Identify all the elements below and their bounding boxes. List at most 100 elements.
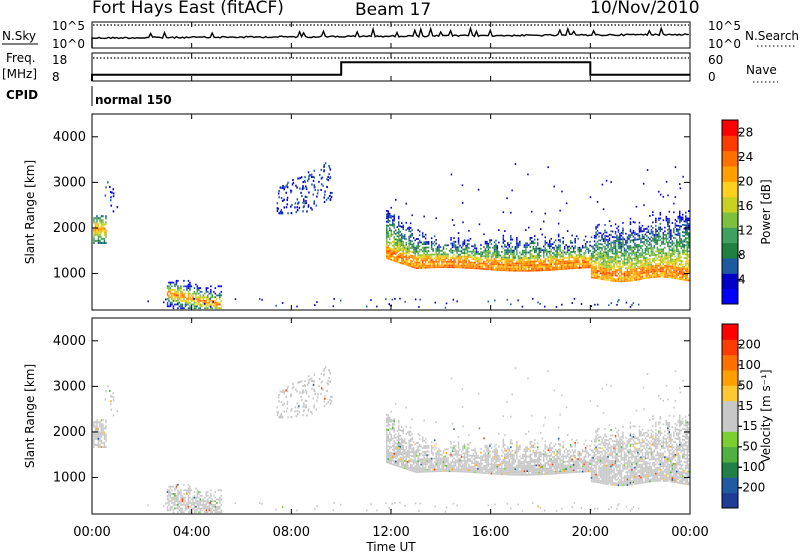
power-cell <box>304 202 306 205</box>
power-cell <box>448 266 451 269</box>
power-cell <box>412 262 415 265</box>
power-cell <box>537 256 539 259</box>
power-cell <box>661 228 663 231</box>
velocity-cell <box>202 500 205 503</box>
power-cell <box>219 303 221 306</box>
power-cell <box>676 272 678 274</box>
power-cell <box>513 249 515 252</box>
velocity-cell <box>177 494 179 497</box>
power-cell <box>376 305 378 308</box>
power-cell <box>679 210 681 213</box>
velocity-cell <box>387 436 389 439</box>
power-cell <box>638 267 641 270</box>
velocity-cell <box>426 468 428 471</box>
velocity-cell <box>204 505 206 508</box>
power-cell <box>445 257 448 259</box>
power-cell <box>172 292 175 295</box>
velocity-cell <box>420 471 422 473</box>
power-cell <box>676 239 678 242</box>
power-cell <box>682 244 684 246</box>
power-cell <box>613 263 615 266</box>
velocity-cell <box>386 454 388 456</box>
velocity-cell <box>307 381 310 384</box>
power-cell <box>572 267 575 270</box>
power-cell <box>396 257 398 259</box>
power-cell <box>620 249 623 252</box>
power-cell <box>593 251 596 254</box>
power-cell <box>97 233 100 236</box>
power-cell <box>629 241 632 244</box>
power-cell <box>587 261 590 263</box>
power-cell <box>205 301 208 304</box>
power-cell <box>102 225 104 228</box>
power-cell <box>445 302 448 305</box>
power-cell <box>528 244 530 247</box>
velocity-cell <box>177 493 179 495</box>
power-cell <box>544 267 546 270</box>
power-cell <box>417 259 419 262</box>
velocity-cell <box>402 445 404 447</box>
velocity-cell <box>311 412 313 415</box>
power-cell <box>178 296 181 299</box>
power-cell <box>447 255 449 258</box>
power-cell <box>166 301 169 304</box>
power-cell <box>392 222 394 225</box>
velocity-cell <box>386 419 388 422</box>
power-cell <box>607 257 609 260</box>
power-cell <box>103 229 106 232</box>
velocity-cell <box>391 502 394 505</box>
velocity-cell <box>398 465 400 468</box>
power-cell <box>680 269 682 271</box>
power-cell <box>418 230 421 233</box>
power-cell <box>447 259 449 261</box>
power-cell <box>668 218 671 220</box>
power-cell <box>682 234 684 237</box>
velocity-cell <box>387 425 389 428</box>
power-cell <box>498 263 500 266</box>
velocity-cell <box>205 504 208 506</box>
power-cell <box>557 253 560 256</box>
power-cell <box>99 227 101 230</box>
power-cell <box>685 228 687 230</box>
power-cell <box>596 240 599 243</box>
power-cell <box>420 267 422 269</box>
velocity-cell <box>393 434 395 437</box>
power-cell <box>611 267 614 269</box>
power-cell <box>294 206 296 209</box>
velocity-cell <box>433 468 436 471</box>
velocity-cell <box>313 373 316 376</box>
power-cell <box>189 305 191 308</box>
power-cell <box>475 267 478 270</box>
velocity-cell <box>217 498 220 501</box>
power-cell <box>575 235 578 238</box>
power-cell <box>457 242 460 245</box>
power-cell <box>611 261 614 264</box>
power-cell <box>559 255 561 258</box>
velocity-cell <box>411 447 413 450</box>
power-cell <box>499 269 502 271</box>
power-cell <box>313 202 315 205</box>
power-cell <box>568 249 570 252</box>
power-cell <box>626 267 629 270</box>
power-cell <box>679 254 681 257</box>
power-cell <box>652 211 654 213</box>
power-cell <box>393 225 395 227</box>
power-cell <box>486 268 488 271</box>
power-cell <box>398 221 400 223</box>
power-cell <box>290 212 293 215</box>
power-cell <box>667 276 669 278</box>
power-cell <box>97 231 100 234</box>
velocity-cell <box>430 466 433 469</box>
power-cell <box>517 255 520 258</box>
power-cell <box>679 258 681 260</box>
power-cell <box>204 296 206 299</box>
power-cell <box>450 257 452 259</box>
power-cell <box>519 269 521 272</box>
power-cell <box>599 259 602 262</box>
power-cell <box>510 264 512 266</box>
power-cell <box>549 239 551 242</box>
power-cell <box>680 261 682 264</box>
velocity-cell <box>286 387 288 390</box>
power-cell <box>608 261 611 263</box>
power-cell <box>552 256 554 258</box>
